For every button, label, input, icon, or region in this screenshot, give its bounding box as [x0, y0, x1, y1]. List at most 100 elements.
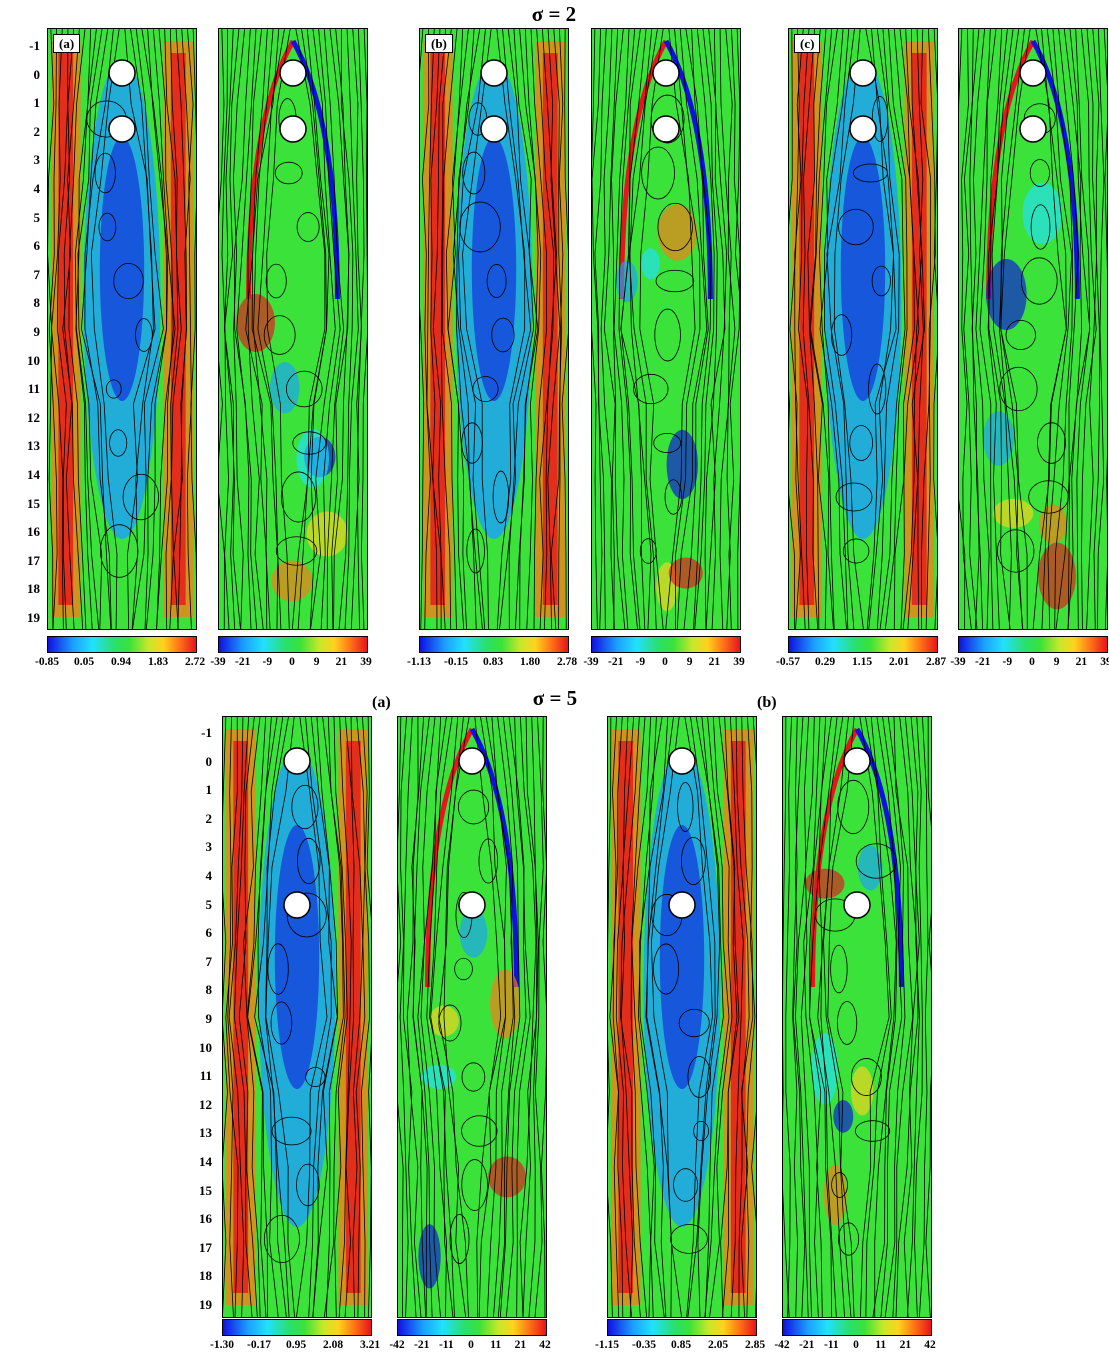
- colorbar-tick-label: -0.57: [776, 656, 800, 668]
- cylinder: [1019, 59, 1047, 87]
- y-tick-label: 0: [205, 753, 213, 769]
- colorbar-tick-label: -0.85: [35, 656, 59, 668]
- colorbar-tick-label: -9: [635, 656, 646, 668]
- colorbar-tick-label: 21: [1075, 656, 1088, 668]
- y-tick-label: 1: [33, 95, 41, 111]
- cylinder: [480, 59, 508, 87]
- cylinder: [849, 115, 877, 143]
- y-tick-label: 10: [27, 352, 40, 368]
- colorbar-tick-label: -0.15: [444, 656, 468, 668]
- colorbar-tick-label: -42: [389, 1339, 405, 1351]
- colorbar-tick-label: 1.80: [519, 656, 541, 668]
- y-axis-sigma5: -1 0 1 2 3 4 5 6 7 8 9 10 11 12 13 14 15 16 17 18 19: [186, 0, 212, 1357]
- vorticity-colorbar-sigma2-2: [958, 636, 1108, 653]
- colorbar-tick-label: -1.13: [407, 656, 431, 668]
- colorbar-tick-label: -1.30: [210, 1339, 234, 1351]
- y-tick-label: 6: [33, 238, 41, 254]
- colorbar-tick-label: -9: [1002, 656, 1013, 668]
- cylinder: [668, 891, 696, 919]
- vorticity-field-sigma2-1: [591, 28, 741, 630]
- panel-label: (b): [425, 34, 453, 53]
- colorbar-tick-label: -21: [234, 656, 251, 668]
- colorbar-tick-label: -42: [774, 1339, 790, 1351]
- y-tick-label: 0: [33, 66, 41, 82]
- y-tick-label: 3: [205, 839, 213, 855]
- sigma5-label-a: (a): [372, 694, 391, 711]
- y-tick-label: 4: [205, 868, 213, 883]
- colorbar-tick-label: -21: [974, 656, 991, 668]
- colorbar-tick-label: 0: [662, 656, 668, 668]
- sigma5-label-b: (b): [757, 694, 777, 711]
- cylinder: [668, 747, 696, 775]
- cylinder: [458, 891, 486, 919]
- cylinder: [849, 59, 877, 87]
- y-tick-label: -1: [201, 725, 212, 740]
- colorbar-tick-label: 3.21: [359, 1339, 381, 1351]
- velocity-colorbar-sigma2-2: [788, 636, 938, 653]
- colorbar-tick-label: 21: [708, 656, 721, 668]
- vorticity-colorbar-sigma5-0: [397, 1319, 547, 1336]
- y-tick-label: 7: [33, 266, 41, 282]
- colorbar-tick-label: -21: [607, 656, 624, 668]
- colorbar-tick-label: 21: [335, 656, 348, 668]
- cylinder: [843, 891, 871, 919]
- y-tick-label: 9: [33, 324, 41, 339]
- y-tick-label: 13: [199, 1125, 212, 1141]
- section-title-sigma2: σ = 2: [531, 2, 577, 26]
- y-axis-sigma2: -1 0 1 2 3 4 5 6 7 8 9 10 11 12 13 14 15 16 17 18 19: [14, 0, 40, 680]
- y-tick-label: 13: [27, 438, 40, 454]
- colorbar-tick-label: -39: [583, 656, 599, 668]
- y-tick-label: 18: [199, 1268, 212, 1284]
- colorbar-tick-label: 2.72: [184, 656, 206, 668]
- panel-label: (c): [794, 34, 821, 53]
- colorbar-tick-label: 11: [875, 1339, 887, 1351]
- velocity-field-sigma2-0: (a): [47, 28, 197, 630]
- vorticity-field-sigma5-1: [782, 716, 932, 1318]
- velocity-field-sigma5-0: [222, 716, 372, 1318]
- y-tick-label: 5: [33, 209, 41, 225]
- colorbar-tick-label: 2.05: [707, 1339, 729, 1351]
- colorbar-tick-label: -1.15: [595, 1339, 619, 1351]
- colorbar-tick-label: 1.15: [851, 656, 873, 668]
- velocity-field-sigma2-1: (b): [419, 28, 569, 630]
- cylinder: [279, 115, 307, 143]
- colorbar-tick-label: 1.83: [147, 656, 169, 668]
- colorbar-tick-label: 0.95: [285, 1339, 307, 1351]
- colorbar-tick-label: 0.85: [670, 1339, 692, 1351]
- colorbar-tick-label: 2.85: [744, 1339, 766, 1351]
- y-tick-label: 11: [199, 1068, 212, 1084]
- colorbar-tick-label: 39: [733, 656, 745, 668]
- y-tick-label: 6: [205, 925, 213, 941]
- colorbar-tick-label: -11: [438, 1339, 454, 1351]
- y-tick-label: 11: [27, 381, 40, 397]
- vorticity-field-sigma2-0: [218, 28, 368, 630]
- colorbar-tick-label: -39: [210, 656, 226, 668]
- colorbar-tick-label: -39: [950, 656, 966, 668]
- cylinder: [108, 59, 136, 87]
- colorbar-tick-label: 39: [1100, 656, 1109, 668]
- colorbar-tick-label: 2.87: [925, 656, 947, 668]
- colorbar-tick-label: 0.83: [482, 656, 504, 668]
- velocity-colorbar-sigma5-1: [607, 1319, 757, 1336]
- y-tick-label: 19: [27, 610, 40, 625]
- y-tick-label: 8: [33, 295, 41, 311]
- cylinder: [283, 747, 311, 775]
- y-tick-label: 16: [199, 1211, 212, 1227]
- colorbar-tick-label: 2.08: [322, 1339, 344, 1351]
- y-tick-label: 16: [27, 524, 40, 540]
- colorbar-tick-label: 42: [539, 1339, 551, 1351]
- colorbar-tick-label: 42: [924, 1339, 936, 1351]
- y-tick-label: 10: [199, 1039, 212, 1055]
- velocity-colorbar-sigma5-0: [222, 1319, 372, 1336]
- colorbar-tick-label: -21: [798, 1339, 815, 1351]
- y-tick-label: 8: [205, 982, 213, 998]
- colorbar-tick-label: 0: [468, 1339, 474, 1351]
- cylinder: [652, 59, 680, 87]
- colorbar-tick-label: 9: [1053, 656, 1060, 668]
- cylinder: [279, 59, 307, 87]
- colorbar-tick-label: 0: [853, 1339, 859, 1351]
- section-title-sigma5: σ = 5: [532, 686, 578, 710]
- velocity-field-sigma5-1: [607, 716, 757, 1318]
- vorticity-colorbar-sigma5-1: [782, 1319, 932, 1336]
- y-tick-label: 12: [199, 1096, 212, 1112]
